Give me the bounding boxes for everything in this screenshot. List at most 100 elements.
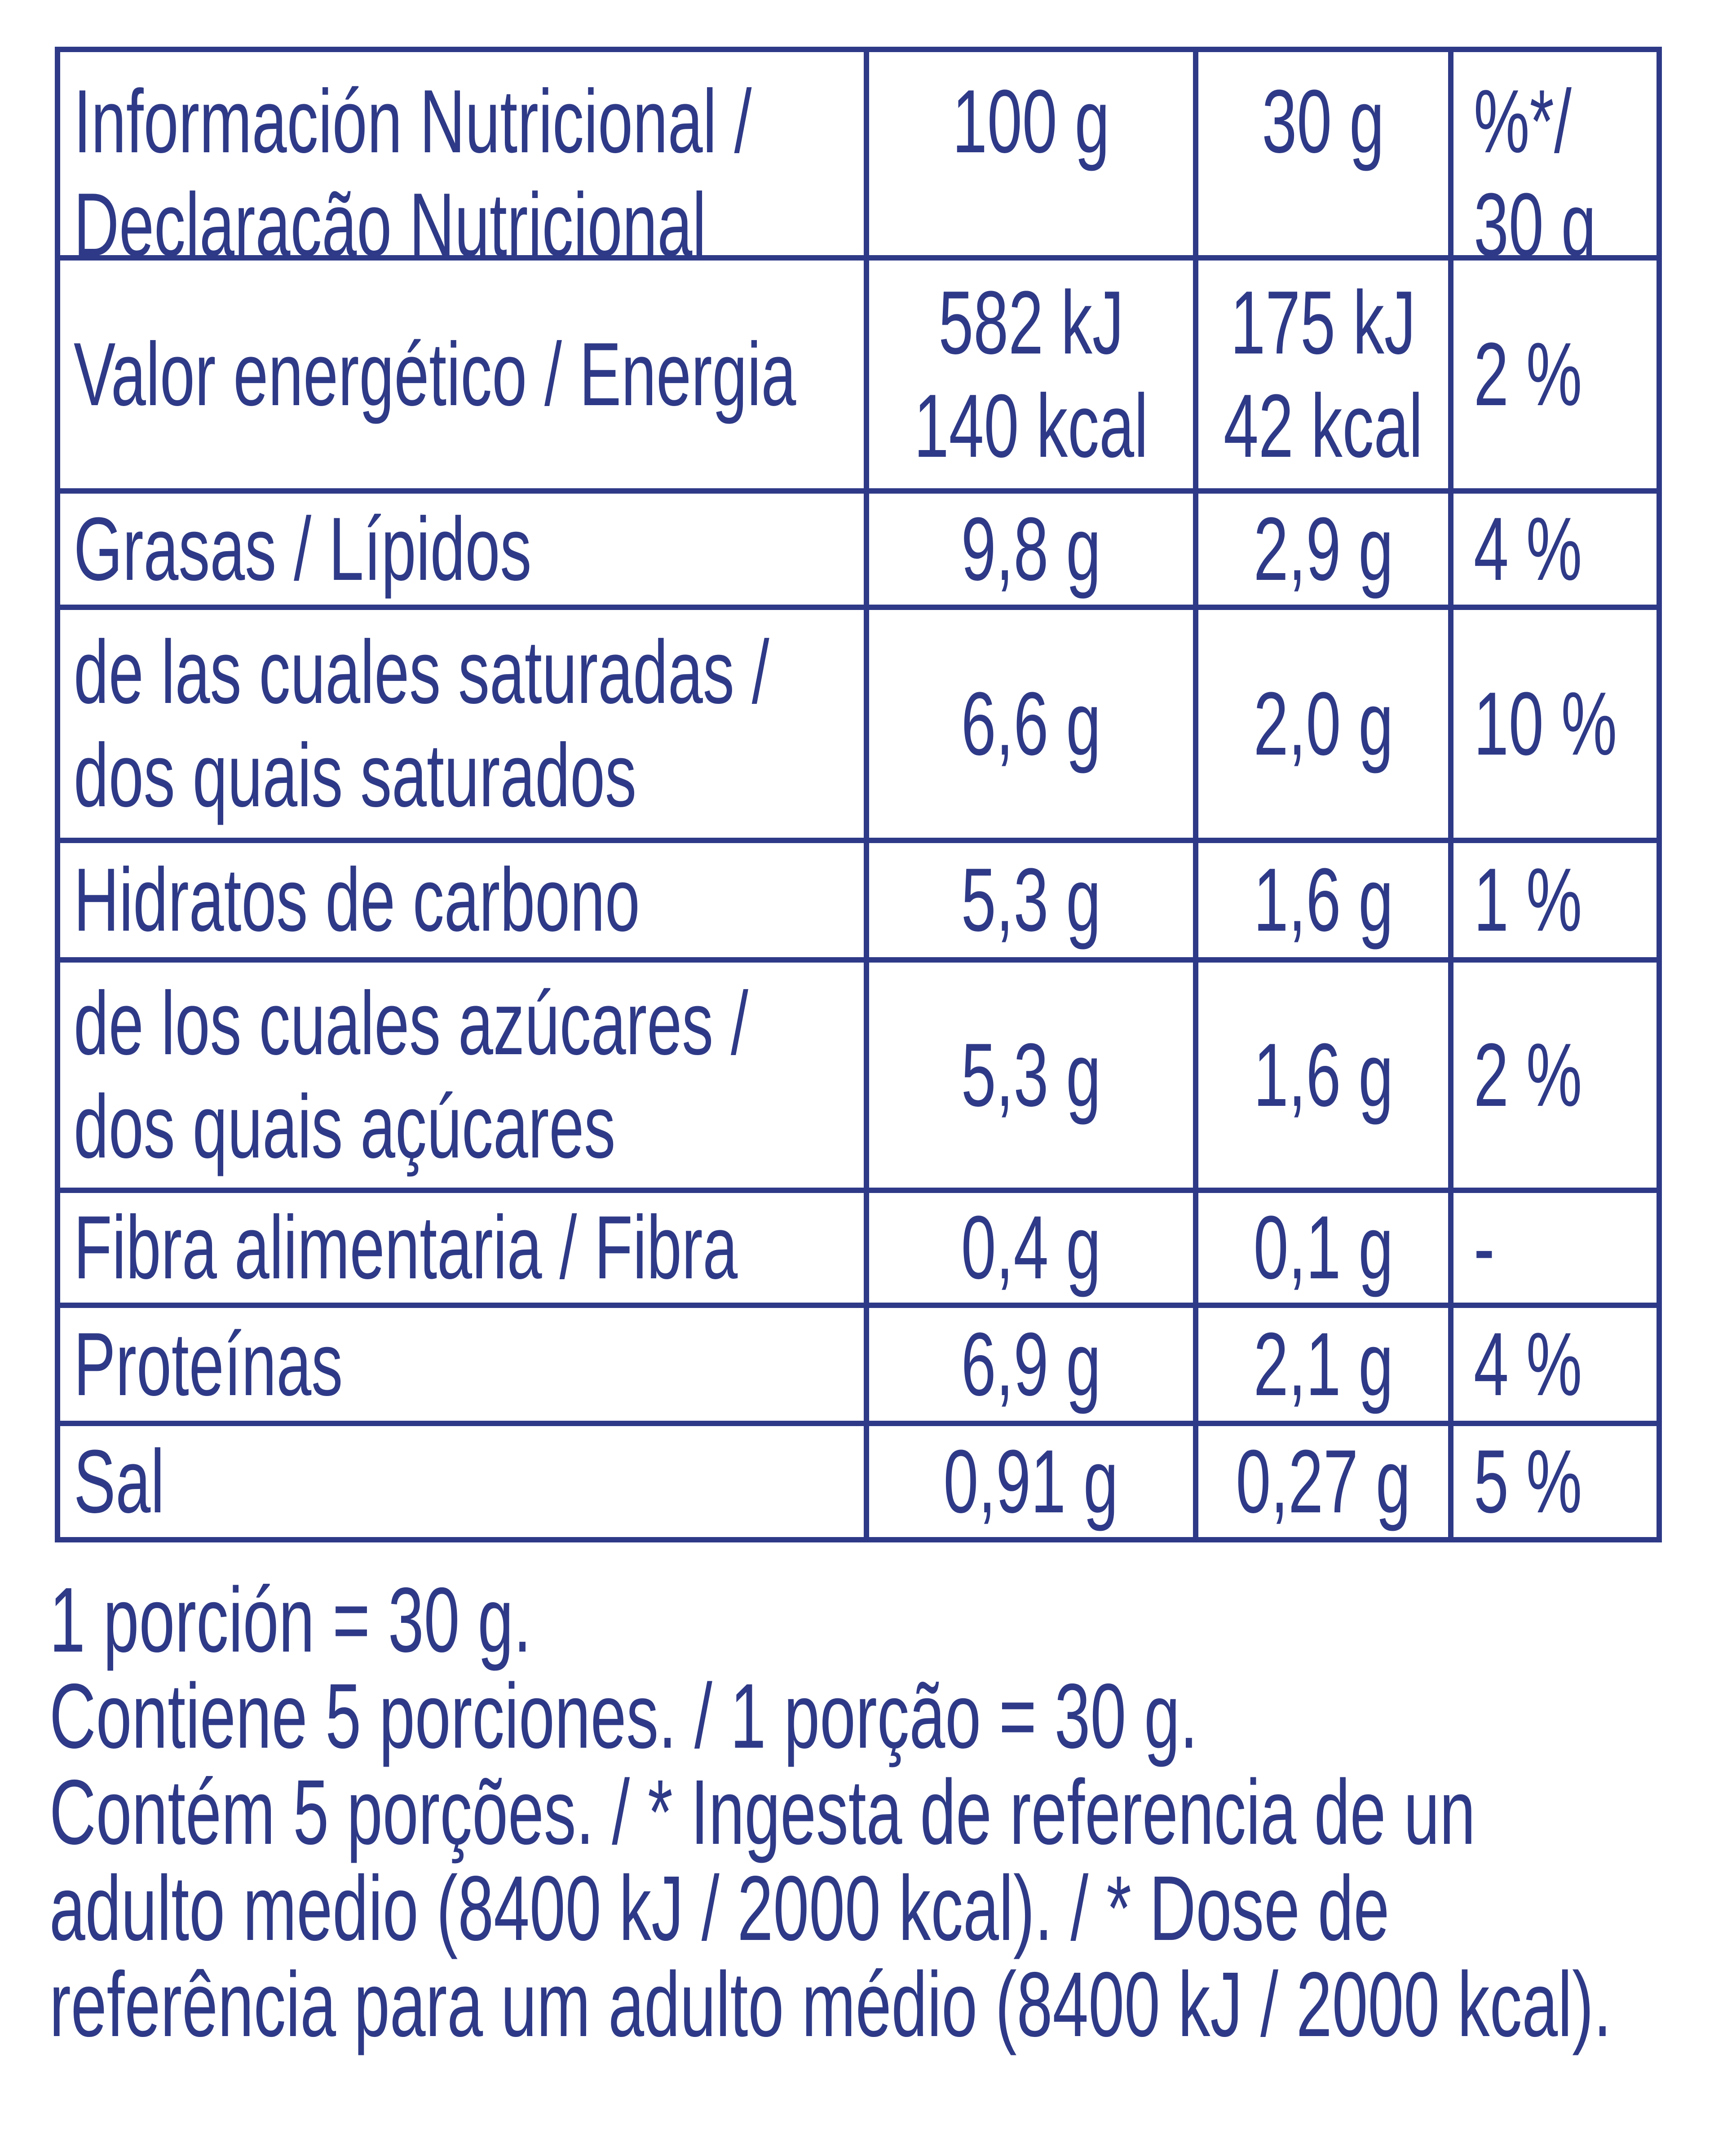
text: 2,1 g (1253, 1314, 1393, 1414)
header-cell: 30 g (1193, 47, 1453, 261)
text: Fibra alimentaria / Fibra (74, 1197, 738, 1298)
text-line: Sal (74, 1430, 203, 1533)
table-cell: Proteínas (55, 1303, 869, 1426)
text: Declaração Nutricional (74, 175, 707, 261)
text: 5 % (1474, 1431, 1582, 1532)
text: 140 kcal (914, 376, 1149, 476)
text: 9,8 g (961, 499, 1101, 599)
table-cell: 2 % (1448, 255, 1662, 494)
table-cell: 2,1 g (1193, 1303, 1453, 1426)
text-line: Grasas / Lípidos (74, 498, 728, 601)
text: Proteínas (74, 1314, 343, 1414)
text: Grasas / Lípidos (74, 499, 532, 599)
text: 30 g (1262, 71, 1385, 172)
text-line: dos quais açúcares (74, 1075, 848, 1179)
text: %*/ (1474, 71, 1572, 172)
text-line: Contém 5 porções. / * Ingesta de referen… (49, 1764, 1714, 1860)
table-cell: 1 % (1448, 838, 1662, 963)
table-cell: 2 % (1448, 957, 1662, 1193)
text-line: 1,6 g (1224, 1024, 1423, 1127)
text: 5,3 g (961, 1025, 1101, 1125)
text: Contiene 5 porciones. / 1 porção = 30 g. (49, 1665, 1198, 1767)
text: 42 kcal (1224, 376, 1423, 476)
text-line: 100 g (919, 70, 1144, 173)
text: 0,1 g (1253, 1197, 1393, 1298)
table-cell: Sal (55, 1421, 869, 1542)
header-cell: 100 g (864, 47, 1198, 261)
text-line: 5 % (1474, 1430, 1629, 1533)
text-line: 5,3 g (931, 1024, 1131, 1127)
text: 582 kJ (938, 272, 1124, 373)
text: 2 % (1474, 324, 1582, 424)
table-cell: de las cuales saturadas / dos quais satur… (55, 605, 869, 843)
table-cell: 1,6 g (1193, 838, 1453, 963)
table-cell: 0,1 g (1193, 1188, 1453, 1308)
text-line: Valor energético / Energia (74, 323, 864, 426)
text-line: 2,1 g (1224, 1313, 1423, 1416)
text-line: 2,0 g (1224, 672, 1423, 776)
table-cell: Grasas / Lípidos (55, 488, 869, 610)
text: 6,9 g (961, 1314, 1101, 1414)
text-line: referência para um adulto médio (8400 kJ… (49, 1957, 1714, 2053)
text-line: 0,27 g (1198, 1430, 1448, 1533)
table-cell: 1,6 g (1193, 957, 1453, 1193)
text: Valor energético / Energia (74, 324, 796, 424)
table-cell: Fibra alimentaria / Fibra (55, 1188, 869, 1308)
table-cell: 4 % (1448, 488, 1662, 610)
text-line: 4 % (1474, 498, 1629, 601)
text-line: 0,91 g (906, 1430, 1156, 1533)
text-line: 175 kJ (1198, 271, 1448, 375)
text: 2,9 g (1253, 499, 1393, 599)
text-line: 1 % (1474, 848, 1629, 952)
table-cell: 582 kJ 140 kcal (864, 255, 1198, 494)
footnote: 1 porción = 30 g. Contiene 5 porciones. /… (49, 1572, 1714, 2053)
table-cell: 5,3 g (864, 838, 1198, 963)
text-line: 2,9 g (1224, 498, 1423, 601)
header-cell: %*/30 g (1448, 47, 1662, 261)
text: 1 % (1474, 850, 1582, 950)
text: Contém 5 porções. / * Ingesta de referen… (49, 1761, 1475, 1864)
table-cell: 2,0 g (1193, 605, 1453, 843)
text-line: Proteínas (74, 1313, 458, 1416)
table-cell: 0,27 g (1193, 1421, 1453, 1542)
table-cell: 10 % (1448, 605, 1662, 843)
text: referência para um adulto médio (8400 kJ… (49, 1953, 1612, 2056)
text-line: 10 % (1474, 672, 1657, 776)
text-line: 5,3 g (931, 848, 1131, 952)
text-line: 4 % (1474, 1313, 1629, 1416)
text-line: 2 % (1474, 1024, 1629, 1127)
table-cell: 0,4 g (864, 1188, 1198, 1308)
text-line: Fibra alimentaria / Fibra (74, 1196, 864, 1299)
text-line: Hidratos de carbono (74, 848, 864, 952)
text: 0,4 g (961, 1197, 1101, 1298)
text: de las cuales saturadas / (74, 622, 769, 722)
text-line: 1 porción = 30 g. (49, 1572, 1714, 1668)
table-cell: 4 % (1448, 1303, 1662, 1426)
table-cell: 175 kJ 42 kcal (1193, 255, 1453, 494)
text: 5,3 g (961, 850, 1101, 950)
text-line: 6,9 g (931, 1313, 1131, 1416)
text: 4 % (1474, 499, 1582, 599)
table-cell: 9,8 g (864, 488, 1198, 610)
text-line: Declaração Nutricional (74, 173, 864, 261)
text-line: dos quais saturados (74, 724, 864, 827)
text: - (1474, 1197, 1495, 1298)
text-line: 1,6 g (1224, 848, 1423, 952)
text: de los cuales azúcares / (74, 973, 748, 1074)
table-cell: - (1448, 1188, 1662, 1308)
text-line: de los cuales azúcares / (74, 972, 864, 1075)
table-cell: 0,91 g (864, 1421, 1198, 1542)
text: 30 g (1474, 175, 1596, 261)
text-line: Información Nutricional / (74, 70, 864, 173)
text: dos quais açúcares (74, 1076, 616, 1177)
table-cell: 2,9 g (1193, 488, 1453, 610)
text: 1,6 g (1253, 850, 1393, 950)
header-cell: Información Nutricional / Declaração Nutr… (55, 47, 869, 261)
text-line: %*/ (1474, 70, 1613, 173)
text-line: 0,4 g (931, 1196, 1131, 1299)
table-cell: 6,9 g (864, 1303, 1198, 1426)
text-line: 582 kJ (899, 271, 1163, 375)
text: 2,0 g (1253, 673, 1393, 774)
text: 4 % (1474, 1314, 1582, 1414)
